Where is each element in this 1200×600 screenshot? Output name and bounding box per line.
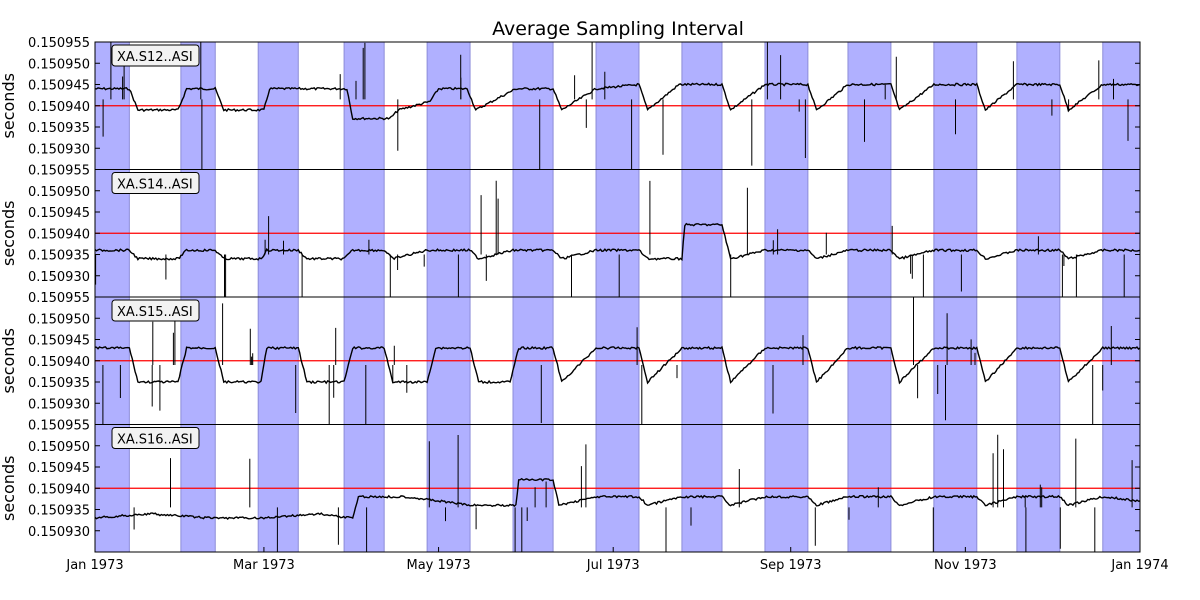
station-label-box [111,44,200,67]
y-axis-label: seconds [0,201,18,266]
x-tick-label: May 1973 [407,558,471,573]
panel-plot-area [95,42,1140,170]
y-tick-label: 0.150940 [28,355,90,370]
panel-4: 0.150930 0.150935 0.150940 0.150945 0.150950… [0,419,1141,553]
station-label-box [111,427,200,449]
series-line [95,82,1140,121]
y-tick-label: 0.150945 [28,334,90,349]
y-tick-label: 0.150940 [28,100,90,115]
chart-title: Average Sampling Interval [492,18,744,40]
y-tick-label: 0.150930 [28,270,90,285]
y-tick-label: 0.150930 [28,525,90,540]
y-tick-label: 0.150955 [28,291,90,306]
series-spikes [133,434,1133,552]
y-tick-label: 0.150940 [28,227,90,242]
y-axis-label: seconds [0,328,18,393]
y-tick-label: 0.150945 [28,461,90,476]
y-tick-label: 0.150935 [28,376,90,391]
series-spikes [102,42,1129,170]
y-tick-label: 0.150945 [28,79,90,94]
x-axis: Jan 1973 Mar 1973 May 1973 Jul 1973 Sep 1973… [65,547,1169,573]
x-tick-label: Mar 1973 [233,558,295,573]
y-tick-label: 0.150930 [28,397,90,412]
series-spikes [102,297,1112,425]
y-tick-label: 0.150955 [28,164,90,179]
y-tick-label: 0.150955 [28,419,90,434]
series-spikes [95,180,1125,297]
y-tick-label: 0.150935 [28,121,90,136]
y-axis-label: seconds [0,456,18,521]
panel-plot-area [95,169,1140,297]
station-label-box [111,299,200,322]
y-tick-label: 0.150950 [28,185,90,200]
y-tick-label: 0.150950 [28,312,90,327]
x-tick-label: Nov 1973 [934,558,997,573]
y-tick-label: 0.150935 [28,504,90,519]
series-line [95,477,1140,520]
x-tick-label: Sep 1973 [760,558,822,573]
panel-1: 0.150930 0.150935 0.150940 0.150945 0.150950… [0,36,1141,170]
series-line [95,345,1140,385]
y-axis-label: seconds [0,73,18,138]
station-label: XA.S12..ASI [117,50,193,65]
station-label: XA.S16..ASI [117,433,193,448]
panel-2: 0.150930 0.150935 0.150940 0.150945 0.150950… [0,164,1141,298]
x-tick-label: Jan 1974 [1110,558,1168,573]
x-tick-label: Jul 1973 [586,558,640,573]
y-tick-label: 0.150950 [28,57,90,72]
y-tick-label: 0.150945 [28,206,90,221]
panels-group: 0.150930 0.150935 0.150940 0.150945 0.150950… [0,36,1141,553]
station-label: XA.S15..ASI [117,305,193,320]
station-label: XA.S14..ASI [117,178,193,193]
y-tick-label: 0.150955 [28,36,90,51]
y-tick-label: 0.150930 [28,142,90,157]
y-tick-label: 0.150940 [28,482,90,497]
panel-plot-area [95,297,1140,425]
y-tick-label: 0.150950 [28,440,90,455]
panel-3: 0.150930 0.150935 0.150940 0.150945 0.150950… [0,291,1141,425]
y-tick-label: 0.150935 [28,249,90,264]
x-tick-label: Jan 1973 [65,558,123,573]
station-label-box [111,172,200,194]
